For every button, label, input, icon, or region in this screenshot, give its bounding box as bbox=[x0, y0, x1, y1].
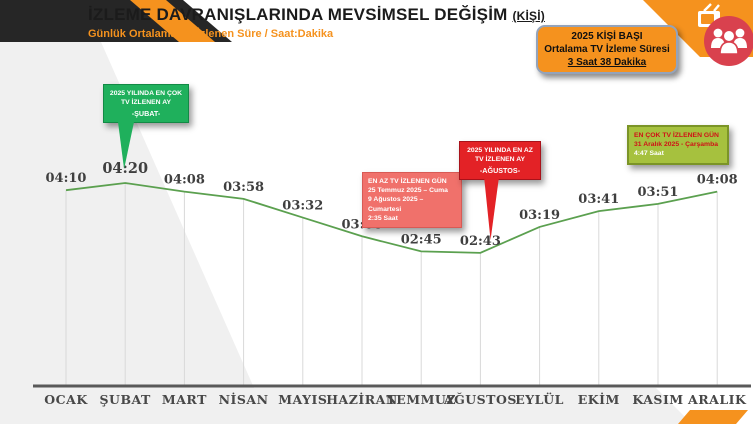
badge-line3: 3 Saat 38 Dakika bbox=[567, 57, 647, 68]
data-point-label: 02:43 bbox=[460, 234, 501, 249]
callout-min-month: 2025 YILINDA EN AZ TV İZLENEN AY -AĞUSTO… bbox=[459, 141, 541, 241]
x-axis-tick-label: OCAK bbox=[44, 392, 88, 407]
x-axis-tick-label: MAYIS bbox=[278, 392, 327, 407]
x-axis-tick-label: NİSAN bbox=[219, 392, 269, 407]
x-axis-tick-label: EYLÜL bbox=[515, 391, 564, 407]
x-axis-tick-label: AĞUSTOS bbox=[443, 391, 517, 407]
data-point-label: 03:51 bbox=[638, 185, 679, 200]
infobox-min-day-line2: 9 Ağustos 2025 –Cumartesi bbox=[368, 196, 424, 213]
infobox-min-day-line1: 25 Temmuz 2025 – Cuma bbox=[368, 187, 448, 195]
infobox-min-day-line3: 2:35 Saat bbox=[368, 214, 398, 222]
audience-corner-graphic bbox=[673, 0, 753, 80]
page-title: İZLEME DAVRANIŞLARINDA MEVSİMSEL DEĞİŞİM… bbox=[88, 5, 545, 25]
x-axis-tick-label: ŞUBAT bbox=[100, 392, 152, 407]
x-axis-tick-label: HAZİRAN bbox=[326, 392, 398, 407]
infobox-max-day: EN ÇOK TV İZLENEN GÜN 31 Aralık 2025 - Ç… bbox=[627, 125, 729, 165]
data-point-label: 04:08 bbox=[164, 173, 205, 188]
gray-wedge bbox=[0, 42, 270, 424]
callout-max-month-text: 2025 YILINDA EN ÇOK TV İZLENEN AY bbox=[109, 90, 183, 106]
x-axis-tick-label: KASIM bbox=[632, 392, 683, 407]
callout-min-month-text: 2025 YILINDA EN AZ TV İZLENEN AY bbox=[467, 147, 533, 163]
callout-min-month-value: -AĞUSTOS- bbox=[479, 165, 521, 175]
data-point-label: 04:08 bbox=[697, 173, 738, 188]
data-point-label: 03:58 bbox=[223, 180, 264, 195]
infobox-max-day-title: EN ÇOK TV İZLENEN GÜN bbox=[634, 132, 719, 139]
data-point-label: 03:32 bbox=[282, 199, 323, 214]
x-axis-tick-label: ARALIK bbox=[687, 392, 747, 407]
data-point-label: 04:10 bbox=[46, 171, 87, 186]
page-title-suffix: (KİŞİ) bbox=[512, 9, 545, 23]
page-title-text: İZLEME DAVRANIŞLARINDA MEVSİMSEL DEĞİŞİM bbox=[88, 5, 508, 24]
data-point-label: 04:20 bbox=[102, 160, 148, 177]
callout-max-month: 2025 YILINDA EN ÇOK TV İZLENEN AY -ŞUBAT… bbox=[103, 84, 189, 170]
infobox-min-day: EN AZ TV İZLENEN GÜN 25 Temmuz 2025 – Cu… bbox=[362, 172, 462, 228]
data-point-label: 03:19 bbox=[519, 208, 560, 223]
x-axis-tick-label: TEMMUZ bbox=[386, 392, 456, 407]
summary-badge: 2025 KİŞİ BAŞI Ortalama TV İzleme Süresi… bbox=[536, 25, 678, 74]
data-line bbox=[65, 182, 718, 254]
infobox-min-day-title: EN AZ TV İZLENEN GÜN bbox=[368, 178, 447, 185]
data-point-label: 03:41 bbox=[578, 192, 619, 207]
data-point-label: 02:45 bbox=[401, 232, 442, 247]
callout-max-month-value: -ŞUBAT- bbox=[131, 108, 161, 118]
x-axis-tick-label: EKİM bbox=[578, 392, 620, 407]
x-axis-tick-label: MART bbox=[162, 392, 207, 407]
people-group-icon bbox=[704, 16, 753, 66]
infobox-max-day-line2: 4:47 Saat bbox=[634, 150, 664, 158]
gray-footer-band bbox=[236, 388, 692, 424]
orange-footer-parallelogram bbox=[678, 410, 748, 424]
badge-line2: Ortalama TV İzleme Süresi bbox=[544, 44, 670, 55]
badge-line1: 2025 KİŞİ BAŞI bbox=[571, 31, 643, 42]
page-subtitle: Günlük Ortalama TV İzlenen Süre / Saat:D… bbox=[88, 28, 334, 40]
orange-stripe bbox=[130, 0, 215, 42]
header: İZLEME DAVRANIŞLARINDA MEVSİMSEL DEĞİŞİM… bbox=[88, 5, 545, 40]
infobox-max-day-line1: 31 Aralık 2025 - Çarşamba bbox=[634, 141, 719, 149]
